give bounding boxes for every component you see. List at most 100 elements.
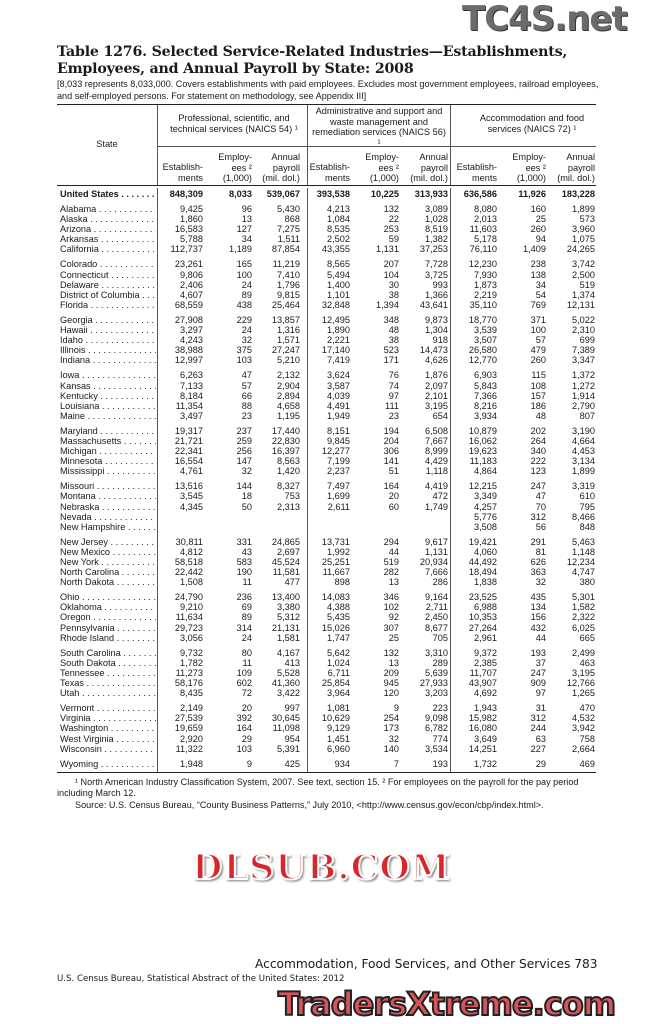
cell-employees: 31 [535,703,546,714]
cell-establishments: 3,508 [474,521,497,532]
cell-annual-payroll: 41,360 [271,678,300,689]
cell-annual-payroll: 665 [579,632,595,643]
cell-annual-payroll: 17,440 [271,425,300,436]
cell-establishments: 7,419 [327,355,350,366]
cell-employees: 312 [530,511,546,522]
cell-employees: 32 [241,335,252,346]
cell-annual-payroll: 7,389 [572,345,595,356]
cell-annual-payroll: 3,725 [425,269,448,280]
cell-establishments: 3,649 [474,733,497,744]
cell-establishments: 2,013 [474,214,497,225]
cell-establishments: 3,624 [327,370,350,381]
cell-annual-payroll: 8,563 [277,456,300,467]
cell-annual-payroll: 9,815 [277,289,300,300]
cell-employees: 102 [383,602,399,613]
cell-establishments: 16,062 [468,435,497,446]
cell-annual-payroll: 1,796 [277,279,300,290]
cell-annual-payroll: 183,228 [561,189,595,199]
table-row: Minnesota 16,554 147 8,563 7,199 141 4,429 11,1… [57,456,596,466]
table-row: Alabama 9,425 96 5,430 4,213 132 3,089 8,080 160… [57,204,596,214]
table-row: Maryland 19,317 237 17,440 8,151 194 6,508 10,8… [57,426,596,436]
cell-establishments: 9,129 [327,723,350,734]
state-name: Idaho [60,335,156,345]
cell-annual-payroll: 21,131 [271,622,300,633]
state-name: Maine [60,411,156,421]
state-name: Oklahoma [60,602,156,612]
cell-annual-payroll: 37,253 [419,244,448,255]
cell-employees: 247 [530,667,546,678]
cell-establishments: 7,497 [327,481,350,492]
cell-employees: 66 [241,390,252,401]
cell-annual-payroll: 380 [579,577,595,588]
cell-establishments: 11,667 [322,567,350,578]
cell-employees: 48 [535,410,546,421]
cell-annual-payroll: 654 [432,410,448,421]
cell-annual-payroll: 1,372 [572,370,595,381]
cell-annual-payroll: 463 [579,657,595,668]
cell-annual-payroll: 27,933 [419,678,448,689]
cell-annual-payroll: 477 [284,577,300,588]
table-row: West Virginia 2,920 29 954 1,451 32 774 3,649 63… [57,734,596,744]
cell-employees: 193 [530,647,546,658]
cell-establishments: 10,629 [321,713,350,724]
cell-employees: 11 [242,657,252,668]
cell-annual-payroll: 1,075 [572,234,595,245]
cell-establishments: 4,607 [180,289,203,300]
cell-annual-payroll: 7,275 [277,224,300,235]
cell-annual-payroll: 223 [432,703,448,714]
state-name: Missouri [60,481,156,491]
cell-establishments: 898 [334,577,350,588]
cell-establishments: 8,565 [327,259,350,270]
cell-annual-payroll: 313,933 [414,189,448,199]
cell-employees: 32 [241,466,252,477]
cell-annual-payroll: 2,711 [425,602,448,613]
cell-establishments: 4,039 [327,390,350,401]
state-name: Alaska [60,214,156,224]
cell-establishments: 5,843 [474,380,497,391]
state-name: District of Columbia [60,290,156,300]
cell-establishments: 8,216 [474,400,497,411]
cell-annual-payroll: 1,511 [277,234,300,245]
state-name: New York [60,557,156,567]
cell-annual-payroll: 13,857 [271,314,300,325]
table-row: Maine 3,497 23 1,195 1,949 23 654 3,934 48 807 [57,411,596,421]
cell-employees: 34 [241,234,252,245]
cell-annual-payroll: 2,097 [425,380,448,391]
cell-establishments: 27,908 [174,314,203,325]
cell-annual-payroll: 2,101 [425,390,448,401]
cell-employees: 254 [383,713,399,724]
cell-annual-payroll: 8,466 [572,511,595,522]
cell-establishments: 3,964 [327,688,350,699]
cell-establishments: 43,907 [468,678,497,689]
cell-annual-payroll: 14,473 [419,345,448,356]
cell-annual-payroll: 4,453 [572,446,595,457]
cell-establishments: 1,732 [474,758,497,769]
cell-employees: 10,225 [370,189,399,199]
cell-annual-payroll: 472 [432,491,448,502]
cell-establishments: 1,948 [180,758,203,769]
cell-annual-payroll: 45,524 [271,557,300,567]
cell-employees: 247 [530,481,546,492]
cell-annual-payroll: 5,639 [425,667,448,678]
cell-employees: 435 [530,592,546,603]
table-row: Wisconsin 11,322 103 5,391 6,960 140 3,534 14,2… [57,744,596,754]
table-row: Louisiana 11,354 88 4,658 4,491 111 3,195 8,216… [57,401,596,411]
cell-employees: 307 [383,622,399,633]
table-row: Oregon 11,634 89 5,312 5,435 92 2,450 10,353 156… [57,612,596,622]
table-row: Pennsylvania 29,723 314 21,131 15,026 307 8,67… [57,623,596,633]
cell-annual-payroll: 1,272 [572,380,595,391]
cell-employees: 13 [241,214,252,225]
table-row: Rhode Island 3,056 24 1,581 1,747 25 705 2,961 4… [57,633,596,643]
cell-annual-payroll: 7,728 [425,259,448,270]
cell-establishments: 4,257 [474,501,497,512]
cell-annual-payroll: 1,148 [572,546,595,557]
cell-employees: 348 [383,314,399,325]
cell-establishments: 14,083 [321,592,350,603]
cell-establishments: 1,747 [327,632,350,643]
cell-employees: 59 [388,234,399,245]
table-row: South Dakota 1,782 11 413 1,024 13 289 2,385 37 4… [57,658,596,668]
cell-establishments: 23,525 [468,592,497,603]
table-row: Montana 3,545 18 753 1,699 20 472 3,349 47 610 [57,491,596,501]
cell-annual-payroll: 4,167 [277,647,300,658]
cell-annual-payroll: 3,134 [572,456,595,467]
